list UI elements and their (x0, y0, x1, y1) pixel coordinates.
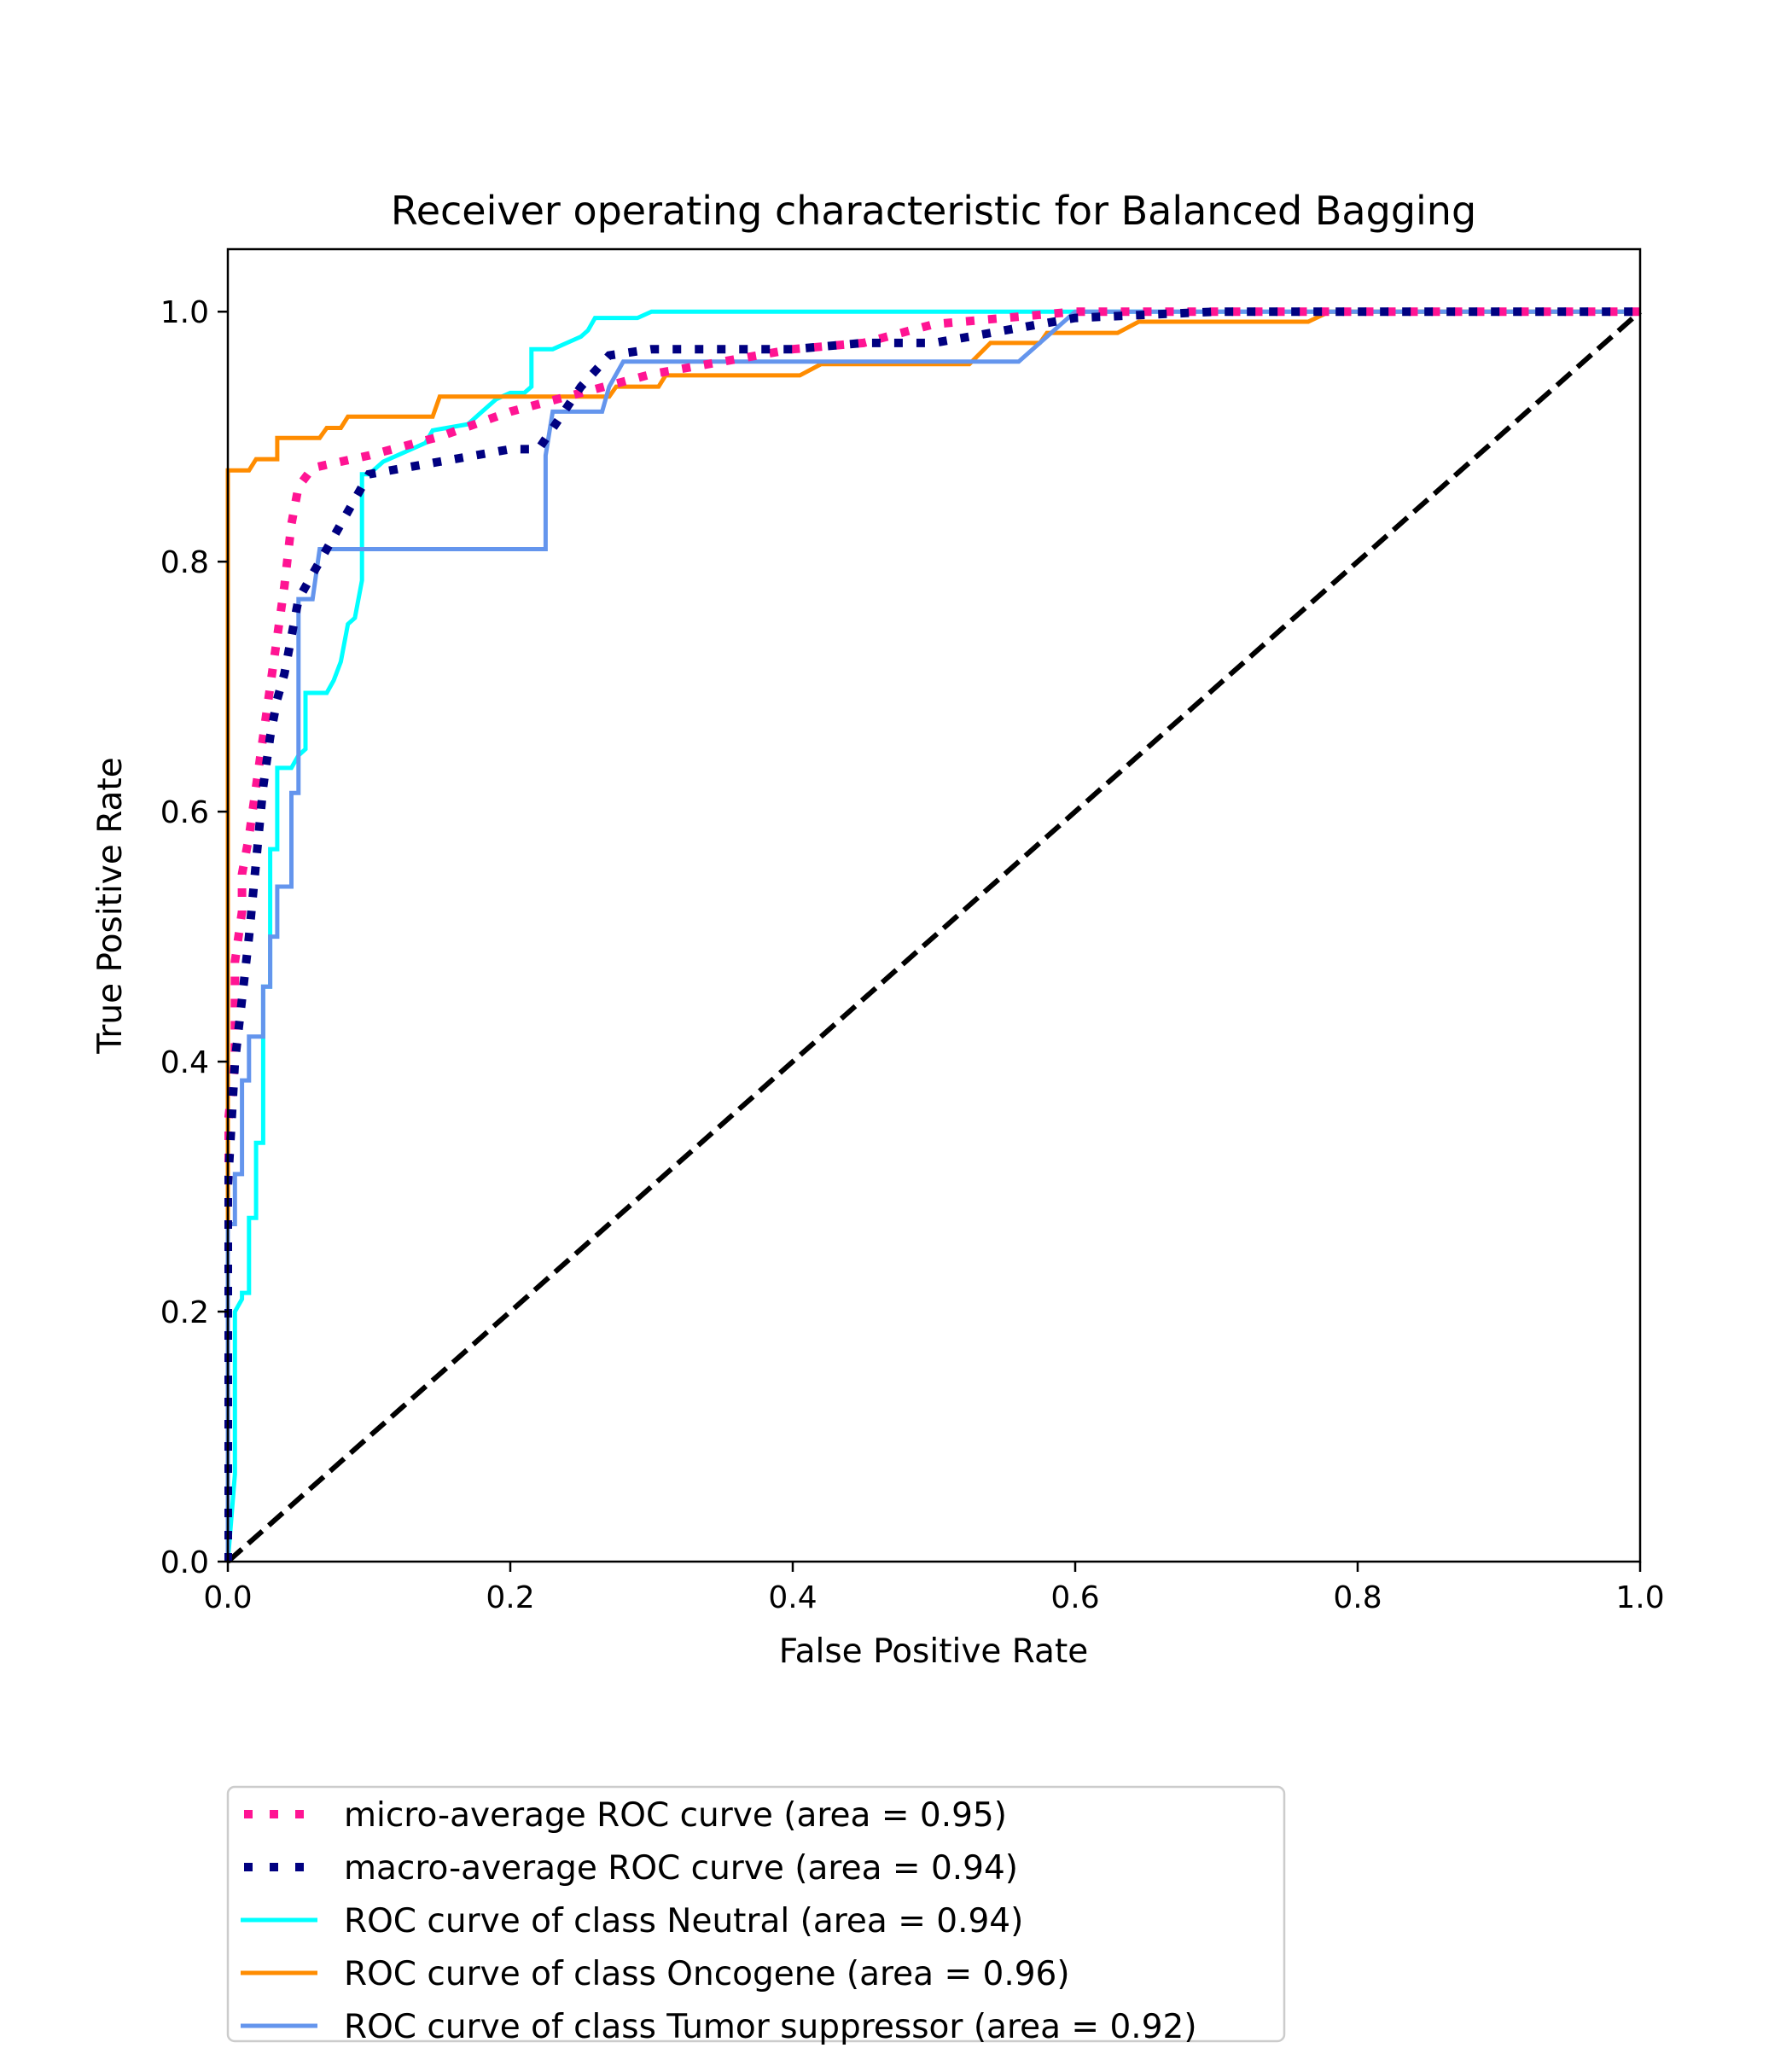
legend: micro-average ROC curve (area = 0.95) mac… (226, 1785, 1286, 2046)
ticks-layer: 0.0 0.2 0.4 0.6 0.8 1.0 0.0 0.2 0.4 0.6 0.8 1.0 (160, 295, 1665, 1615)
x-tick-label: 0.6 (1050, 1580, 1099, 1615)
x-tick-label: 0.8 (1333, 1580, 1382, 1615)
series-layer (224, 307, 1642, 1564)
chart-title: Receiver operating characteristic for Ba… (391, 188, 1476, 234)
legend-box (226, 1785, 1286, 2043)
plot-frame (226, 247, 1642, 1563)
x-axis-label: False Positive Rate (779, 1632, 1088, 1671)
legend-entry-label: macro-average ROC curve (area = 0.94) (344, 1849, 1018, 1888)
y-tick-label: 1.0 (160, 295, 209, 330)
legend-entry-label: ROC curve of class Oncogene (area = 0.96… (344, 1955, 1070, 1993)
chance-diagonal-line (226, 309, 1642, 1564)
x-tick-label: 1.0 (1615, 1580, 1664, 1615)
x-tick-label: 0.0 (203, 1580, 252, 1615)
series-line-1 (224, 307, 1640, 1562)
x-tick-label: 0.2 (486, 1580, 534, 1615)
y-tick-label: 0.6 (160, 795, 209, 830)
series-line-2 (225, 309, 1640, 1562)
series-line-3 (225, 309, 1640, 1562)
x-tick-label: 0.4 (768, 1580, 817, 1615)
y-tick-label: 0.0 (160, 1545, 209, 1580)
legend-entry-label: ROC curve of class Tumor suppressor (are… (344, 2008, 1197, 2046)
series-line-4 (225, 309, 1640, 1562)
legend-entry-label: micro-average ROC curve (area = 0.95) (344, 1796, 1007, 1835)
legend-entry-label: ROC curve of class Neutral (area = 0.94) (344, 1902, 1023, 1940)
y-tick-label: 0.8 (160, 545, 209, 580)
y-axis-label: True Positive Rate (91, 757, 130, 1054)
y-tick-label: 0.2 (160, 1295, 209, 1330)
y-tick-label: 0.4 (160, 1045, 209, 1080)
series-line-0 (224, 307, 1640, 1562)
